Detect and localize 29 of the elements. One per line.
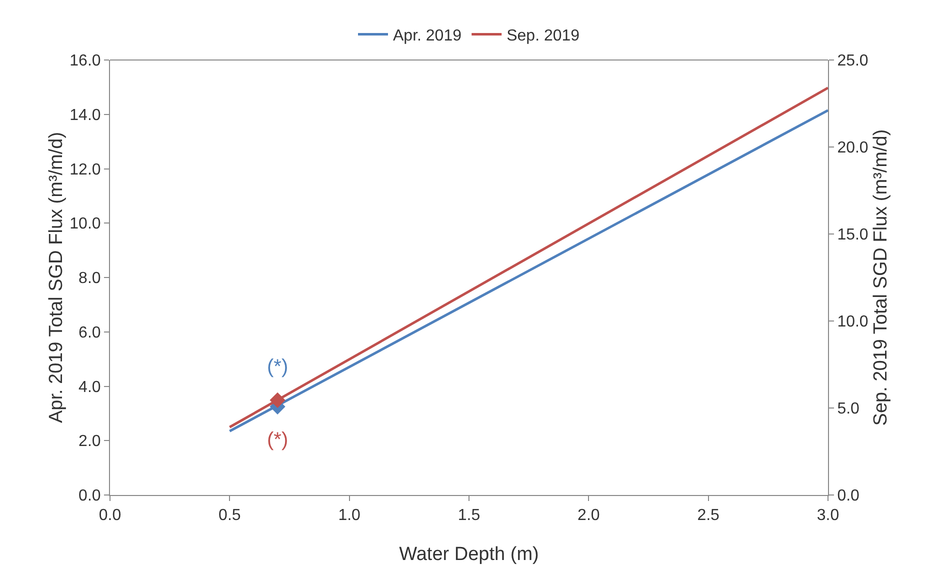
x-tick-label: 2.5 [697,507,720,524]
y-tick-label: 0.0 [78,488,101,505]
y2-tick-label: 20.0 [837,140,868,157]
y2-tick-label: 15.0 [837,226,868,244]
y-axis-title: Apr. 2019 Total SGD Flux (m³/m/d) [46,132,67,424]
legend-label: Apr. 2019 [393,27,462,44]
y-tick-label: 8.0 [78,270,101,288]
x-tick-label: 0.5 [218,507,241,524]
x-tick-label: 2.0 [578,507,600,524]
x-axis-title: Water Depth (m) [399,544,539,565]
annotation: (*) [267,429,288,451]
x-tick-label: 1.0 [338,507,361,524]
x-tick-label: 1.5 [458,507,480,524]
y-tick-label: 4.0 [78,378,101,396]
y-tick-label: 12.0 [70,161,101,178]
annotation: (*) [267,356,288,378]
y-tick-label: 6.0 [78,324,101,342]
y2-axis-title: Sep. 2019 Total SGD Flux (m³/m/d) [870,129,892,426]
y-tick-label: 16.0 [70,52,101,70]
y2-tick-label: 25.0 [837,52,868,70]
y-tick-label: 2.0 [78,433,101,450]
x-tick-label: 0.0 [98,507,122,524]
y-tick-label: 14.0 [70,106,101,124]
y-tick-label: 10.0 [70,216,101,233]
x-tick-label: 3.0 [816,507,840,524]
y2-tick-label: 0.0 [837,488,860,505]
y2-tick-label: 10.0 [837,314,868,331]
y2-tick-label: 5.0 [837,400,860,418]
legend-label: Sep. 2019 [506,27,580,44]
